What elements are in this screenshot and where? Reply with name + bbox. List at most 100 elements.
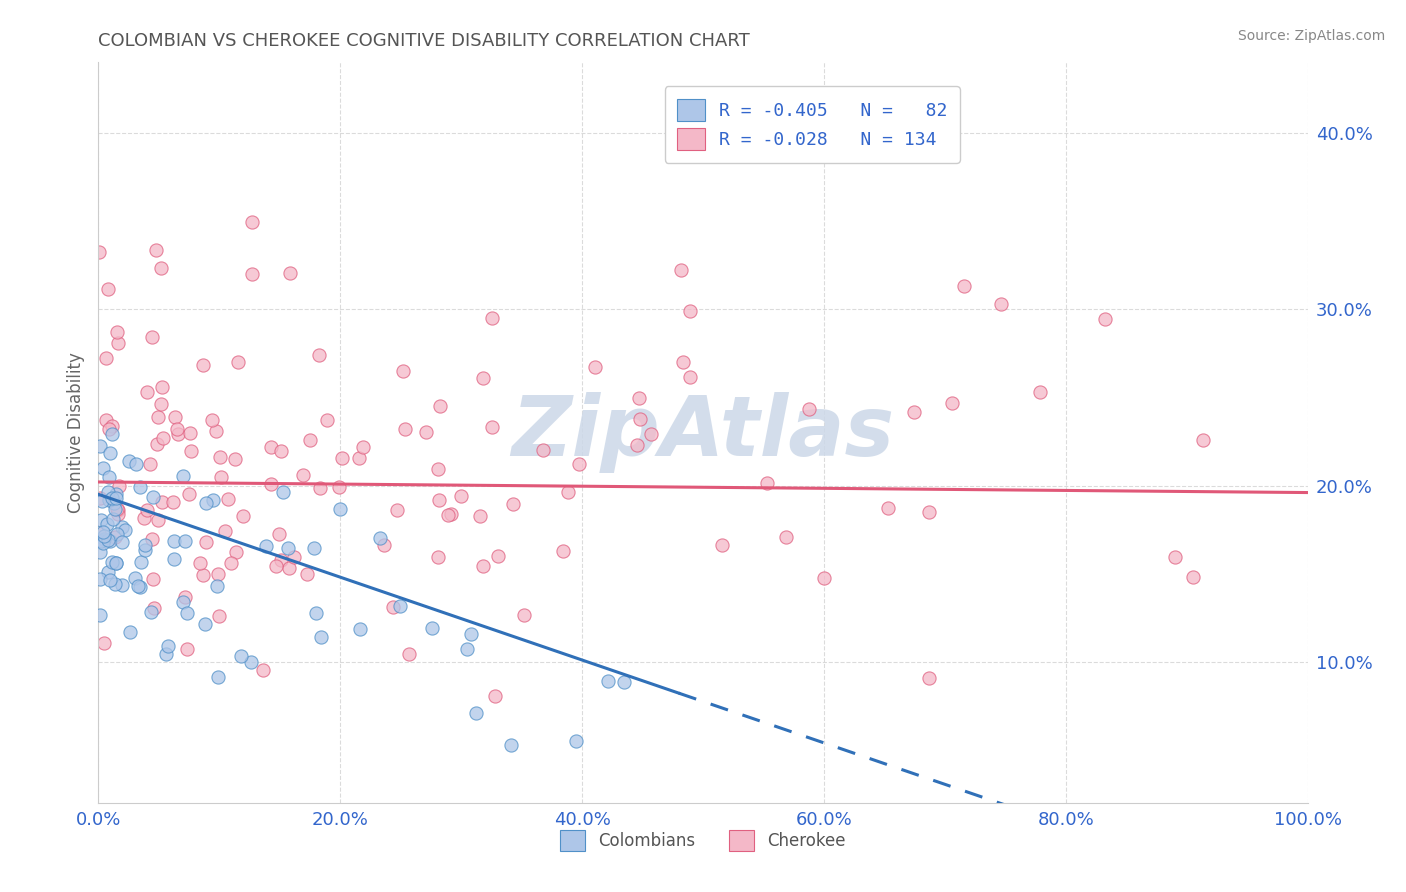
Point (315, 413, 337, 427)
Point (484, 689, 506, 703)
Point (232, 509, 254, 524)
Point (201, 412, 224, 426)
Point (97, 493, 120, 508)
Point (640, 427, 662, 442)
Point (1181, 570, 1204, 584)
Point (627, 391, 650, 405)
Point (166, 422, 188, 436)
Point (389, 599, 412, 614)
Point (486, 549, 509, 564)
Point (163, 533, 186, 548)
Point (460, 627, 482, 641)
Point (195, 534, 218, 549)
Legend: Colombians, Cherokee: Colombians, Cherokee (554, 823, 852, 857)
Point (146, 436, 169, 450)
Point (672, 355, 695, 369)
Point (141, 329, 163, 343)
Point (124, 571, 146, 585)
Point (330, 450, 353, 465)
Point (129, 580, 152, 594)
Point (952, 278, 974, 293)
Point (501, 738, 523, 752)
Point (679, 369, 702, 384)
Point (105, 487, 128, 501)
Point (214, 524, 236, 539)
Point (111, 534, 134, 549)
Point (775, 530, 797, 544)
Point (271, 485, 294, 500)
Point (304, 541, 326, 556)
Point (105, 526, 128, 541)
Point (368, 531, 391, 545)
Point (98, 470, 121, 484)
Point (176, 606, 198, 620)
Point (193, 358, 215, 372)
Point (308, 348, 330, 362)
Point (134, 542, 156, 557)
Point (305, 607, 328, 621)
Point (352, 440, 374, 454)
Point (456, 642, 478, 657)
Point (93, 529, 115, 543)
Point (132, 511, 155, 525)
Point (148, 409, 170, 424)
Point (329, 502, 352, 516)
Point (163, 410, 186, 425)
Point (172, 595, 194, 609)
Point (207, 670, 229, 684)
Point (105, 502, 128, 516)
Point (553, 543, 575, 558)
Point (179, 487, 201, 501)
Point (156, 640, 179, 654)
Point (107, 502, 129, 516)
Point (711, 538, 734, 552)
Point (101, 418, 124, 433)
Point (105, 325, 128, 339)
Point (437, 508, 460, 522)
Point (118, 625, 141, 640)
Point (90, 494, 112, 508)
Point (292, 467, 315, 482)
Point (135, 384, 157, 399)
Point (101, 491, 124, 505)
Point (127, 579, 149, 593)
Text: ZipAtlas: ZipAtlas (512, 392, 894, 473)
Point (427, 549, 450, 564)
Point (91, 525, 114, 540)
Point (426, 461, 449, 475)
Point (277, 560, 299, 574)
Point (903, 405, 925, 419)
Point (385, 503, 408, 517)
Point (150, 495, 173, 509)
Point (240, 267, 263, 281)
Point (89, 572, 111, 586)
Point (1163, 549, 1185, 564)
Point (347, 451, 370, 466)
Point (440, 507, 463, 521)
Point (142, 490, 165, 504)
Point (104, 556, 127, 570)
Point (392, 364, 415, 378)
Point (382, 599, 405, 614)
Point (191, 567, 214, 582)
Point (224, 451, 246, 466)
Point (277, 541, 299, 555)
Point (876, 501, 898, 516)
Point (278, 266, 301, 280)
Point (97, 282, 120, 296)
Point (613, 675, 636, 690)
Point (201, 493, 224, 508)
Point (101, 426, 124, 441)
Point (104, 577, 127, 591)
Point (226, 354, 249, 368)
Point (162, 495, 184, 509)
Point (89, 491, 111, 505)
Point (94, 351, 117, 365)
Point (626, 437, 648, 451)
Point (259, 476, 281, 491)
Point (568, 457, 591, 471)
Point (114, 523, 136, 537)
Point (155, 647, 177, 661)
Point (111, 577, 134, 591)
Point (207, 567, 229, 582)
